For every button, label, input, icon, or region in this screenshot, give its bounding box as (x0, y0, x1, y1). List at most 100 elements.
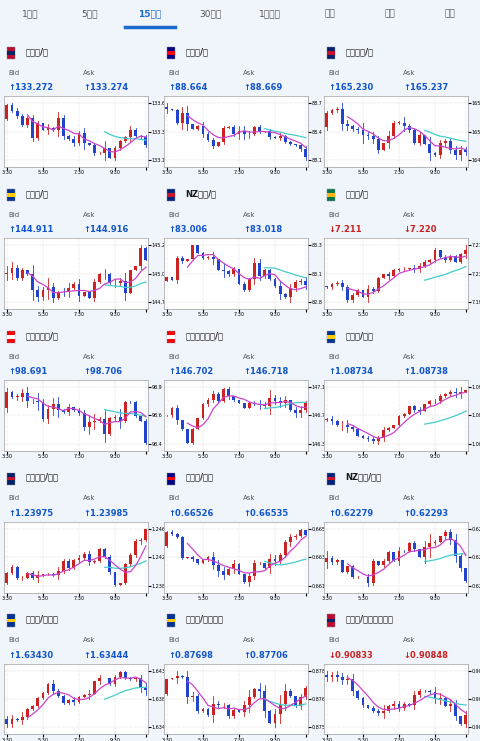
Bar (181, 537, 184, 558)
Bar (372, 289, 375, 291)
Text: スイスフラン/円: スイスフラン/円 (185, 331, 223, 340)
Bar (21, 717, 24, 720)
Bar (253, 689, 256, 697)
Bar (264, 563, 266, 568)
Bar (465, 568, 468, 582)
Bar (227, 705, 230, 717)
Text: Bid: Bid (328, 637, 339, 643)
Bar (217, 565, 220, 571)
Bar (279, 555, 282, 561)
Bar (418, 266, 421, 269)
Bar (346, 288, 349, 300)
Bar (93, 145, 96, 153)
Bar (274, 136, 276, 138)
Text: Bid: Bid (168, 637, 180, 643)
Bar (103, 148, 106, 153)
Bar (57, 118, 60, 130)
Bar (119, 281, 121, 282)
Bar (382, 143, 385, 150)
Text: Bid: Bid (8, 637, 19, 643)
Bar (134, 266, 137, 270)
Bar (397, 704, 400, 708)
Text: 5分足: 5分足 (82, 9, 98, 18)
Text: Bid: Bid (328, 496, 339, 502)
Bar (433, 542, 436, 543)
Bar (429, 691, 432, 692)
Bar (83, 292, 85, 296)
Text: ↓0.90833: ↓0.90833 (328, 651, 373, 659)
Bar (144, 688, 147, 690)
Bar (202, 560, 204, 563)
Bar (387, 274, 390, 276)
Bar (57, 691, 60, 696)
Bar (377, 561, 380, 565)
Bar (413, 130, 416, 142)
Bar (222, 571, 225, 574)
Bar (88, 292, 91, 298)
Bar (114, 148, 117, 158)
Bar (331, 675, 334, 677)
Bar (166, 532, 168, 546)
Bar (433, 692, 436, 699)
Bar (289, 691, 292, 697)
Bar (5, 105, 8, 119)
Bar (202, 405, 204, 418)
Bar (351, 127, 354, 130)
Text: Ask: Ask (83, 496, 96, 502)
Bar (326, 619, 335, 622)
Text: ランド/円: ランド/円 (345, 189, 368, 198)
Bar (232, 710, 235, 717)
Text: ↑83.006: ↑83.006 (168, 225, 207, 234)
Bar (444, 532, 447, 536)
Bar (119, 416, 121, 421)
Bar (88, 422, 91, 427)
Bar (202, 253, 204, 259)
Bar (356, 429, 359, 436)
Bar (284, 400, 287, 402)
Text: ↓7.220: ↓7.220 (403, 225, 437, 234)
Bar (26, 573, 29, 578)
Bar (139, 248, 142, 266)
Bar (72, 700, 75, 702)
Bar (129, 270, 132, 293)
Bar (336, 282, 338, 284)
Bar (41, 290, 44, 296)
Bar (382, 711, 385, 713)
Bar (119, 671, 121, 677)
Bar (429, 543, 432, 548)
Text: ↑98.706: ↑98.706 (83, 367, 122, 376)
Bar (326, 193, 335, 197)
Bar (454, 150, 457, 156)
Text: ↑133.272: ↑133.272 (8, 83, 53, 93)
Bar (232, 396, 235, 400)
Bar (346, 124, 349, 127)
Bar (93, 421, 96, 422)
Text: Ask: Ask (403, 212, 416, 218)
Text: NZドル/円: NZドル/円 (185, 189, 216, 198)
Bar (31, 118, 34, 138)
Bar (367, 705, 370, 708)
Text: ユーロ/ドル: ユーロ/ドル (345, 331, 373, 340)
Text: 1分足: 1分足 (22, 9, 38, 18)
Bar (167, 476, 175, 480)
Bar (47, 128, 49, 130)
Bar (258, 689, 261, 691)
Bar (134, 130, 137, 136)
Text: ↑1.23975: ↑1.23975 (8, 509, 53, 518)
Bar (465, 250, 468, 253)
Text: Bid: Bid (328, 70, 339, 76)
Bar (429, 259, 432, 262)
Bar (243, 574, 246, 582)
Bar (7, 614, 15, 627)
Bar (326, 473, 335, 485)
Bar (7, 193, 15, 197)
Bar (186, 113, 189, 124)
Bar (300, 530, 302, 536)
Bar (124, 281, 127, 293)
Bar (167, 614, 175, 627)
Bar (279, 286, 282, 293)
Bar (222, 389, 225, 401)
Bar (346, 679, 349, 680)
Bar (103, 549, 106, 557)
Bar (227, 389, 230, 396)
